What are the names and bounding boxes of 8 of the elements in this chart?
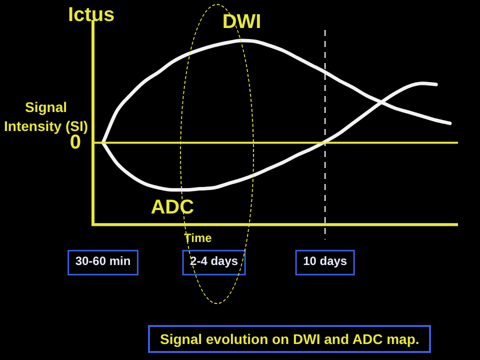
x-tick-label: 30-60 min (75, 254, 131, 268)
x-tick-label: 2-4 days (190, 254, 238, 268)
text: Ictus (68, 4, 115, 27)
x-axis-title: Time (184, 231, 212, 245)
series-label: DWI (222, 10, 262, 33)
series-label: ADC (150, 196, 194, 218)
x-tick-label: 10 days (303, 254, 348, 268)
text: Signal evolution on DWI and ADC map. (148, 325, 432, 353)
